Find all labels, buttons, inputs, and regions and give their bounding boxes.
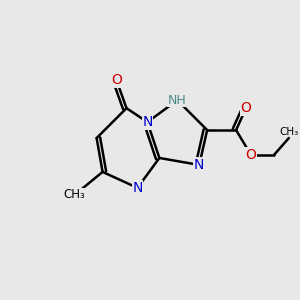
Text: O: O [111, 73, 122, 87]
Text: N: N [194, 158, 204, 172]
Text: N: N [142, 115, 153, 129]
Text: CH₃: CH₃ [279, 127, 298, 137]
Text: O: O [241, 101, 251, 115]
Text: N: N [132, 181, 142, 195]
Text: NH: NH [168, 94, 187, 107]
Text: O: O [246, 148, 256, 162]
Text: CH₃: CH₃ [64, 188, 86, 201]
